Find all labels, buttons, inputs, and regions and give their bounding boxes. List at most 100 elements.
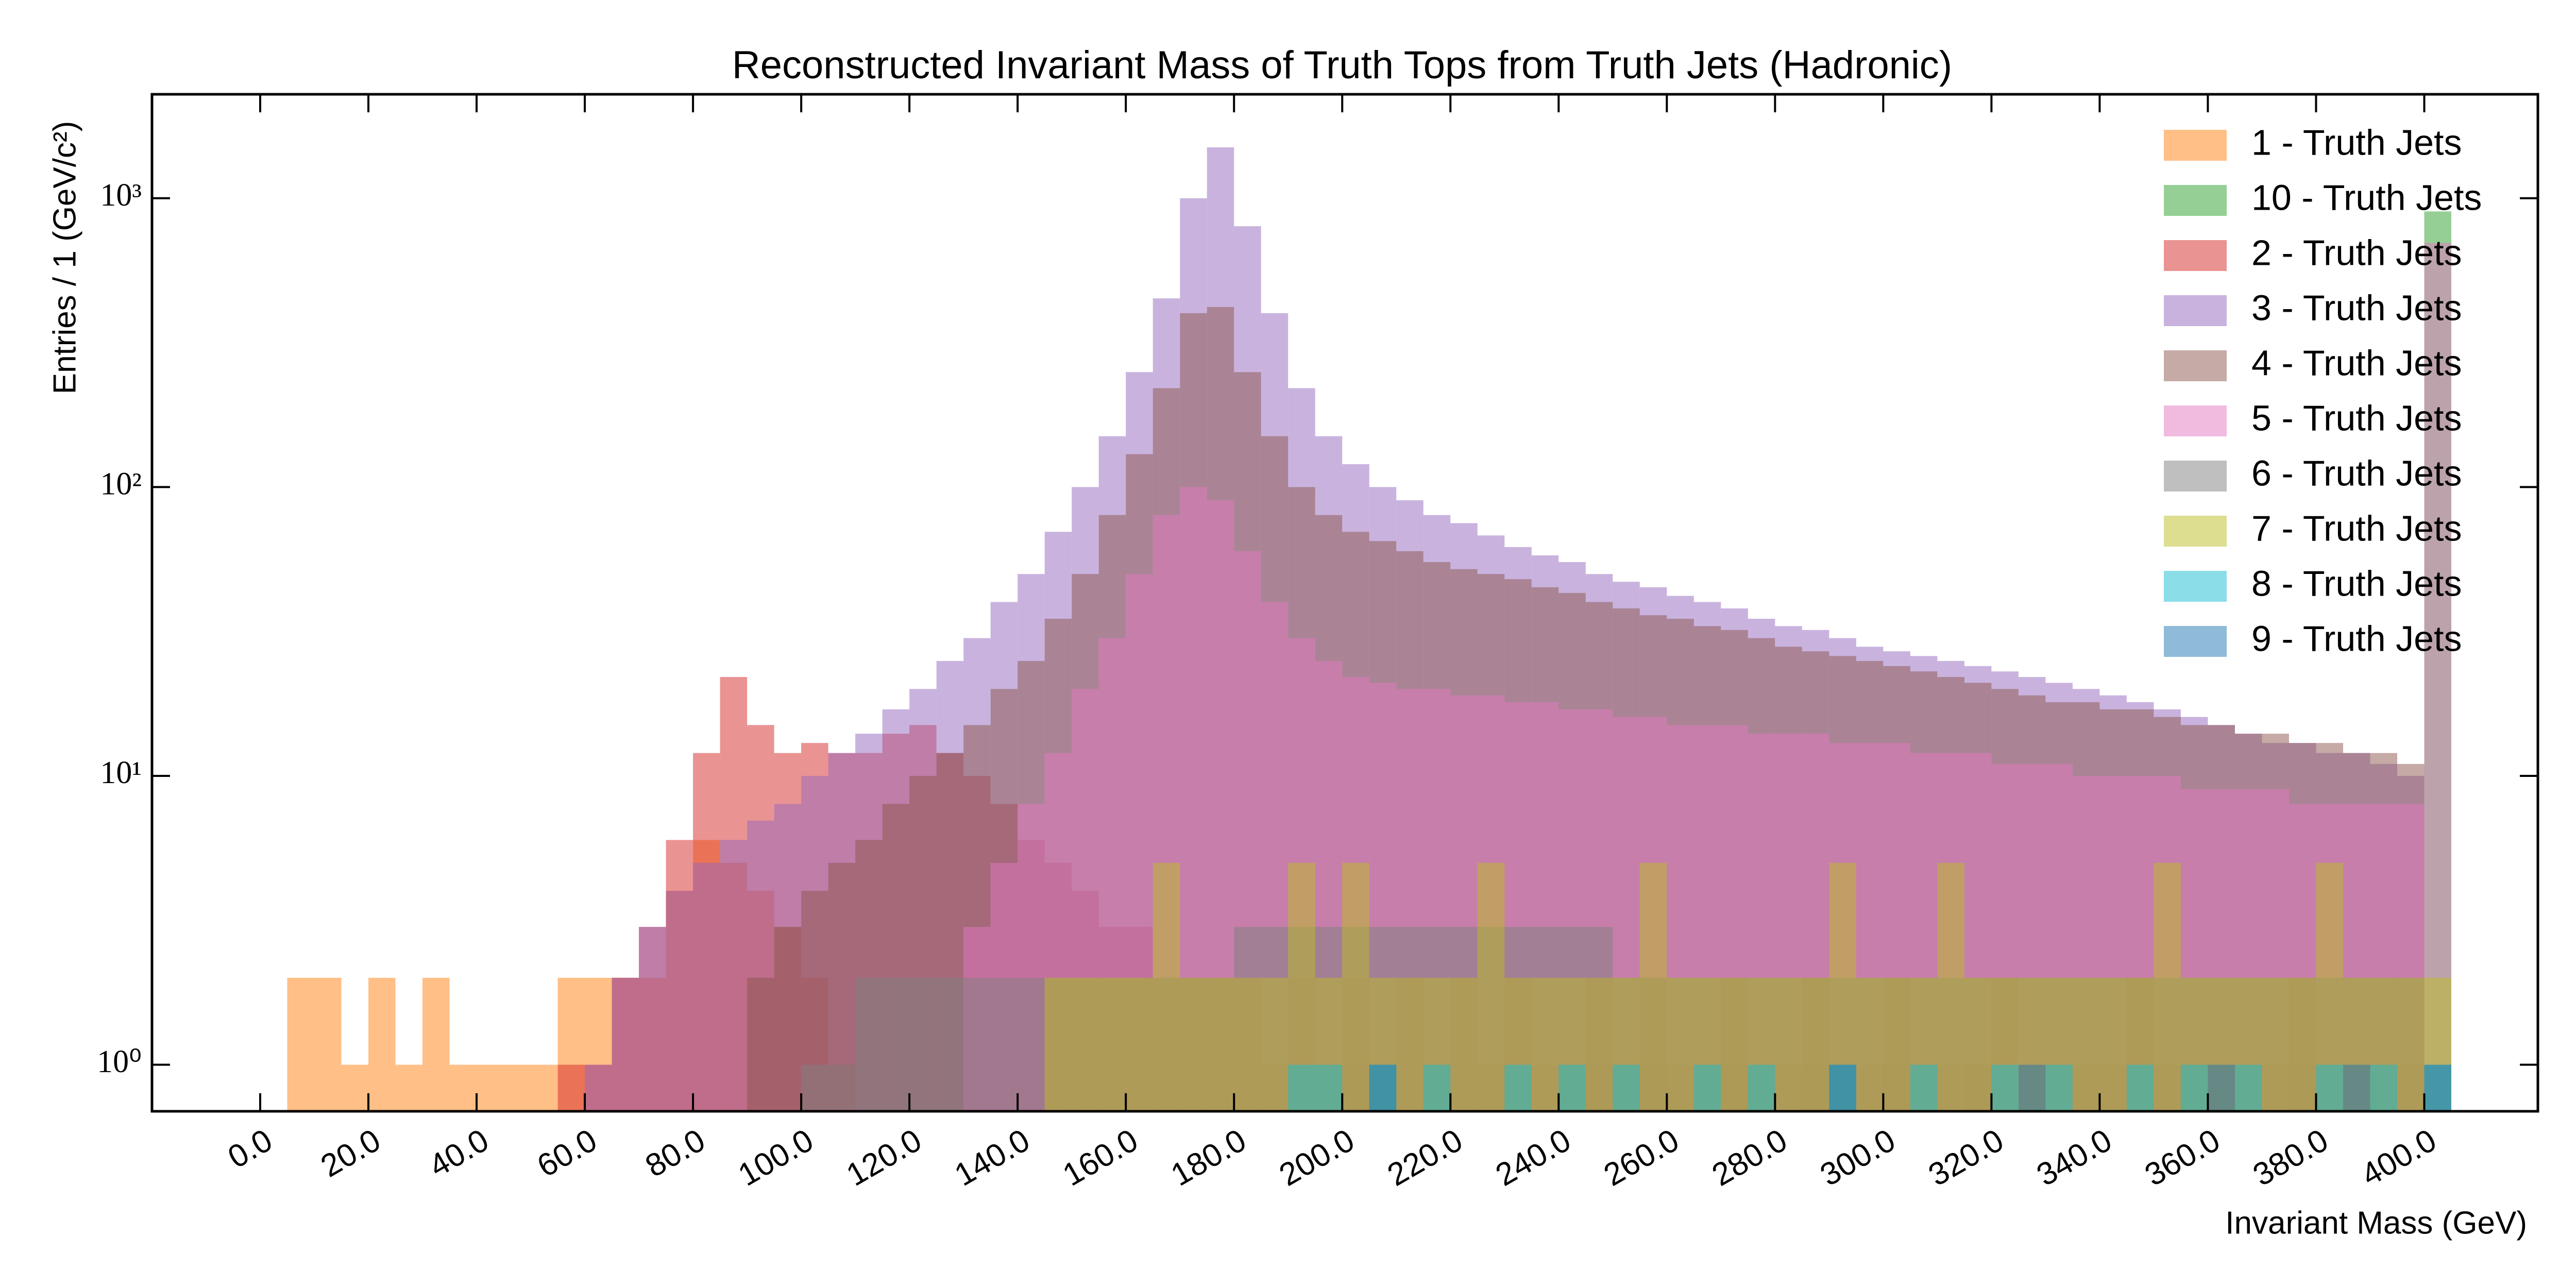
histogram-bar [1180,977,1207,1111]
histogram-bar [1991,1064,2019,1111]
histogram-bar [1829,1064,1856,1111]
legend-swatch [2164,295,2227,326]
histogram-bar [1856,977,1884,1111]
histogram-bar [2370,1064,2397,1111]
histogram-bar [963,977,991,1111]
histogram-bar [395,1064,423,1111]
histogram-bar [422,977,450,1111]
y-tick-label: 10² [100,467,142,502]
histogram-bar [2424,243,2451,1111]
histogram-bar [2316,1064,2343,1111]
histogram-bar [2126,1064,2154,1111]
histogram-bar [936,977,964,1111]
histogram-bar [828,1064,856,1111]
histogram-bar [557,1064,585,1111]
histogram-bar [909,977,937,1111]
histogram-bar [1153,862,1180,1111]
histogram-bar [1558,1064,1586,1111]
histogram-bar [2234,1064,2262,1111]
histogram-bar [1207,977,1234,1111]
histogram-bar [1504,1064,1532,1111]
legend-label: 9 - Truth Jets [2251,618,2462,658]
histogram-bar [1667,977,1694,1111]
histogram-bar [1585,977,1613,1111]
histogram-bar [720,840,748,1111]
histogram-bar [2208,1064,2235,1111]
histogram-bar [2045,1064,2073,1111]
legend-label: 8 - Truth Jets [2251,563,2462,603]
legend-swatch [2164,516,2227,547]
histogram-bar [1342,862,1369,1111]
histogram-bar [612,977,639,1111]
histogram-bar [1072,977,1099,1111]
histogram-bar [1775,977,1802,1111]
legend-label: 10 - Truth Jets [2251,177,2482,217]
histogram-bar [1721,977,1748,1111]
histogram-bar [1126,977,1153,1111]
histogram-bar [855,977,883,1111]
y-tick-label: 10³ [100,178,142,213]
histogram-bar [449,1064,477,1111]
legend-label: 3 - Truth Jets [2251,287,2462,328]
histogram-bar [1964,977,1992,1111]
legend-swatch [2164,240,2227,271]
axes-frame [150,93,2539,1113]
histogram-bar [1802,977,1829,1111]
histogram-bar [477,1064,504,1111]
histogram-bar [1613,1064,1640,1111]
legend-swatch [2164,571,2227,602]
histogram-bar [531,1064,558,1111]
chart-title: Reconstructed Invariant Mass of Truth To… [732,43,1952,87]
histogram-bar [1234,977,1261,1111]
plot-area [287,147,2451,1112]
histogram-bar [314,977,342,1111]
legend-swatch [2164,626,2227,657]
legend-label: 6 - Truth Jets [2251,453,2462,493]
histogram-bar [2154,862,2181,1111]
legend-swatch [2164,405,2227,436]
histogram-bar [2018,1064,2046,1111]
histogram-bar [666,891,693,1111]
histogram-bar [1477,862,1505,1111]
histogram-bar [287,977,315,1111]
legend-label: 1 - Truth Jets [2251,122,2462,162]
histogram-bar [341,1064,369,1111]
legend-swatch [2164,130,2227,161]
y-tick-label: 10¹ [100,755,142,790]
histogram-bar [639,927,666,1111]
histogram-bar [1315,1064,1343,1111]
histogram-bar [801,1064,828,1111]
histogram-bar [1261,977,1289,1111]
histogram-bar [1693,1064,1721,1111]
histogram-bar [1288,1064,1315,1111]
histogram-bar [1639,862,1667,1111]
y-tick-label: 10⁰ [97,1044,142,1079]
histogram-bar [2180,1064,2208,1111]
histogram-bar [2099,977,2127,1111]
legend-swatch [2164,185,2227,216]
histogram-bar [1450,977,1478,1111]
histogram-bar [1937,862,1964,1111]
histogram-bar [1748,1064,1775,1111]
legend-swatch [2164,350,2227,381]
legend: 1 - Truth Jets 10 - Truth Jets 2 - Truth J… [2164,122,2482,658]
legend-label: 7 - Truth Jets [2251,508,2462,548]
histogram-bar [1369,1064,1397,1111]
histogram-bar [1396,977,1423,1111]
histogram-bar [2343,1064,2370,1111]
histogram-bar [2262,977,2289,1111]
histogram-bar [882,977,910,1111]
histogram-bar [774,927,802,1111]
histogram-bar [747,977,774,1111]
histogram-bar [1910,1064,1938,1111]
histogram-bar [2072,977,2100,1111]
histogram-bar [693,862,720,1111]
legend-label: 4 - Truth Jets [2251,343,2462,383]
histogram-bar [1423,1064,1451,1111]
histogram-bar [1531,977,1559,1111]
histogram-bar [990,977,1018,1111]
histogram-bar [2397,977,2425,1111]
legend-swatch [2164,461,2227,492]
